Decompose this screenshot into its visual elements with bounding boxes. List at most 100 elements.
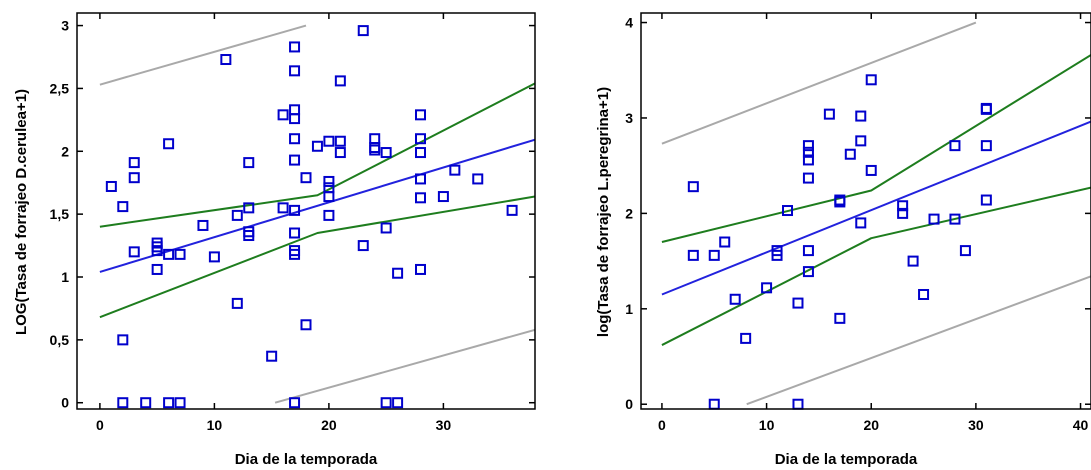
- data-point: [323, 191, 335, 203]
- data-point: [300, 319, 312, 331]
- data-point: [802, 154, 814, 166]
- y-tick-label: 0,5: [50, 332, 70, 348]
- data-point: [323, 135, 335, 147]
- data-point: [802, 245, 814, 257]
- data-point: [357, 25, 369, 37]
- data-point: [369, 142, 381, 154]
- data-point: [949, 213, 961, 225]
- y-tick-label: 3: [61, 18, 69, 34]
- data-point: [834, 196, 846, 208]
- data-point: [163, 248, 175, 260]
- data-point: [277, 109, 289, 121]
- data-point: [415, 133, 426, 145]
- data-point: [802, 172, 814, 184]
- data-point: [980, 140, 992, 152]
- data-point: [449, 164, 461, 176]
- prediction-band-upper: [99, 24, 307, 86]
- chart-1: 0 10 20 30 0 0,5 1 1,5 2 2,5 3 Dia de la temporada L…: [13, 12, 536, 468]
- plot-area: [661, 21, 1091, 406]
- data-point: [415, 109, 426, 121]
- data-point: [792, 297, 804, 309]
- x-tick-label: 0: [96, 417, 104, 433]
- data-point: [231, 209, 243, 221]
- data-point: [928, 213, 940, 225]
- prediction-band-lower: [274, 328, 535, 404]
- x-axis-label: Dia de la temporada: [235, 451, 378, 468]
- y-tick-label: 2: [61, 143, 69, 159]
- data-point: [834, 312, 846, 324]
- data-point: [334, 75, 346, 87]
- data-point: [243, 230, 255, 242]
- data-point: [687, 249, 699, 261]
- data-point: [708, 398, 720, 410]
- confidence-band-upper: [99, 82, 535, 228]
- data-point: [855, 135, 867, 147]
- x-tick-label: 30: [436, 417, 452, 433]
- data-point: [918, 288, 930, 300]
- data-point: [369, 133, 381, 145]
- x-tick-label: 20: [321, 417, 337, 433]
- data-point: [959, 245, 971, 257]
- confidence-band-lower: [99, 195, 535, 319]
- data-point: [802, 266, 814, 278]
- data-point: [289, 397, 301, 409]
- data-point: [208, 251, 220, 263]
- data-point: [174, 397, 186, 409]
- data-point: [151, 245, 163, 257]
- data-point: [289, 65, 301, 77]
- y-axis-label: log(Tasa de forrajeo L.peregrina+1): [595, 87, 612, 337]
- x-axis-label: Dia de la temporada: [775, 451, 918, 468]
- data-point: [289, 154, 301, 166]
- x-tick-label: 10: [207, 417, 223, 433]
- data-point: [300, 172, 312, 184]
- data-point: [844, 148, 856, 160]
- data-point: [855, 217, 867, 229]
- data-point: [708, 249, 720, 261]
- data-point: [380, 397, 392, 409]
- x-tick-label: 40: [1073, 417, 1089, 433]
- data-point: [323, 209, 335, 221]
- y-tick-label: 1: [625, 301, 633, 317]
- data-point: [907, 255, 919, 267]
- regression-line: [99, 138, 535, 273]
- data-point: [855, 110, 867, 122]
- data-point: [897, 207, 909, 219]
- data-point: [334, 135, 346, 147]
- prediction-band-lower: [746, 275, 1091, 406]
- plot-frame: [76, 12, 536, 410]
- data-point: [865, 164, 877, 176]
- data-point: [289, 104, 301, 116]
- data-point: [151, 263, 163, 275]
- data-point: [687, 181, 699, 193]
- data-point: [243, 157, 255, 169]
- data-point: [740, 332, 752, 344]
- data-point: [392, 267, 404, 279]
- plot-area: [99, 24, 535, 404]
- y-tick-label: 3: [625, 110, 633, 126]
- data-point: [980, 103, 992, 115]
- data-point: [415, 263, 426, 275]
- data-point: [289, 113, 301, 125]
- data-point: [197, 219, 209, 231]
- data-point: [277, 202, 289, 214]
- y-tick-label: 0: [61, 395, 69, 411]
- data-point: [357, 240, 369, 252]
- data-point: [117, 201, 129, 213]
- y-tick-label: 2: [625, 205, 633, 221]
- data-point: [415, 147, 426, 159]
- data-point: [380, 147, 392, 159]
- y-tick-label: 4: [625, 15, 633, 31]
- plot-frame: [640, 12, 1091, 410]
- y-tick-label: 0: [625, 396, 633, 412]
- data-point: [802, 146, 814, 158]
- data-point: [117, 397, 129, 409]
- data-point: [369, 144, 381, 156]
- data-point: [334, 147, 346, 159]
- data-point: [163, 397, 175, 409]
- y-tick-label: 2,5: [50, 80, 70, 96]
- data-point: [243, 202, 255, 214]
- data-point: [220, 54, 232, 66]
- data-point: [823, 108, 835, 120]
- data-point: [311, 140, 323, 152]
